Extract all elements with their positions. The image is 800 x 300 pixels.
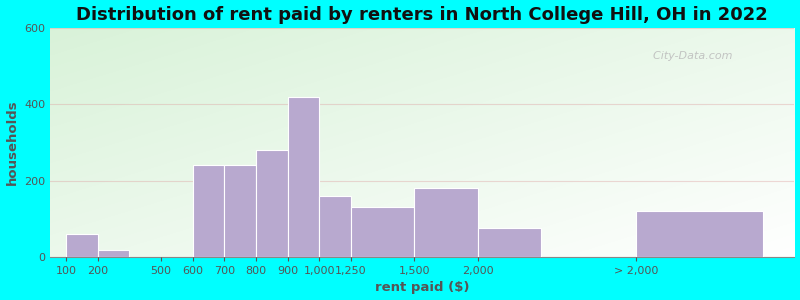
Bar [288, 97, 319, 257]
Bar [636, 211, 762, 257]
Text: City-Data.com: City-Data.com [646, 51, 732, 61]
Bar [224, 165, 256, 257]
Bar [98, 250, 130, 257]
X-axis label: rent paid ($): rent paid ($) [375, 281, 470, 294]
Bar [256, 150, 288, 257]
Bar [414, 188, 478, 257]
Bar [319, 196, 351, 257]
Bar [351, 207, 414, 257]
Bar [66, 234, 98, 257]
Bar [478, 228, 541, 257]
Title: Distribution of rent paid by renters in North College Hill, OH in 2022: Distribution of rent paid by renters in … [76, 6, 768, 24]
Bar [193, 165, 224, 257]
Y-axis label: households: households [6, 100, 18, 185]
